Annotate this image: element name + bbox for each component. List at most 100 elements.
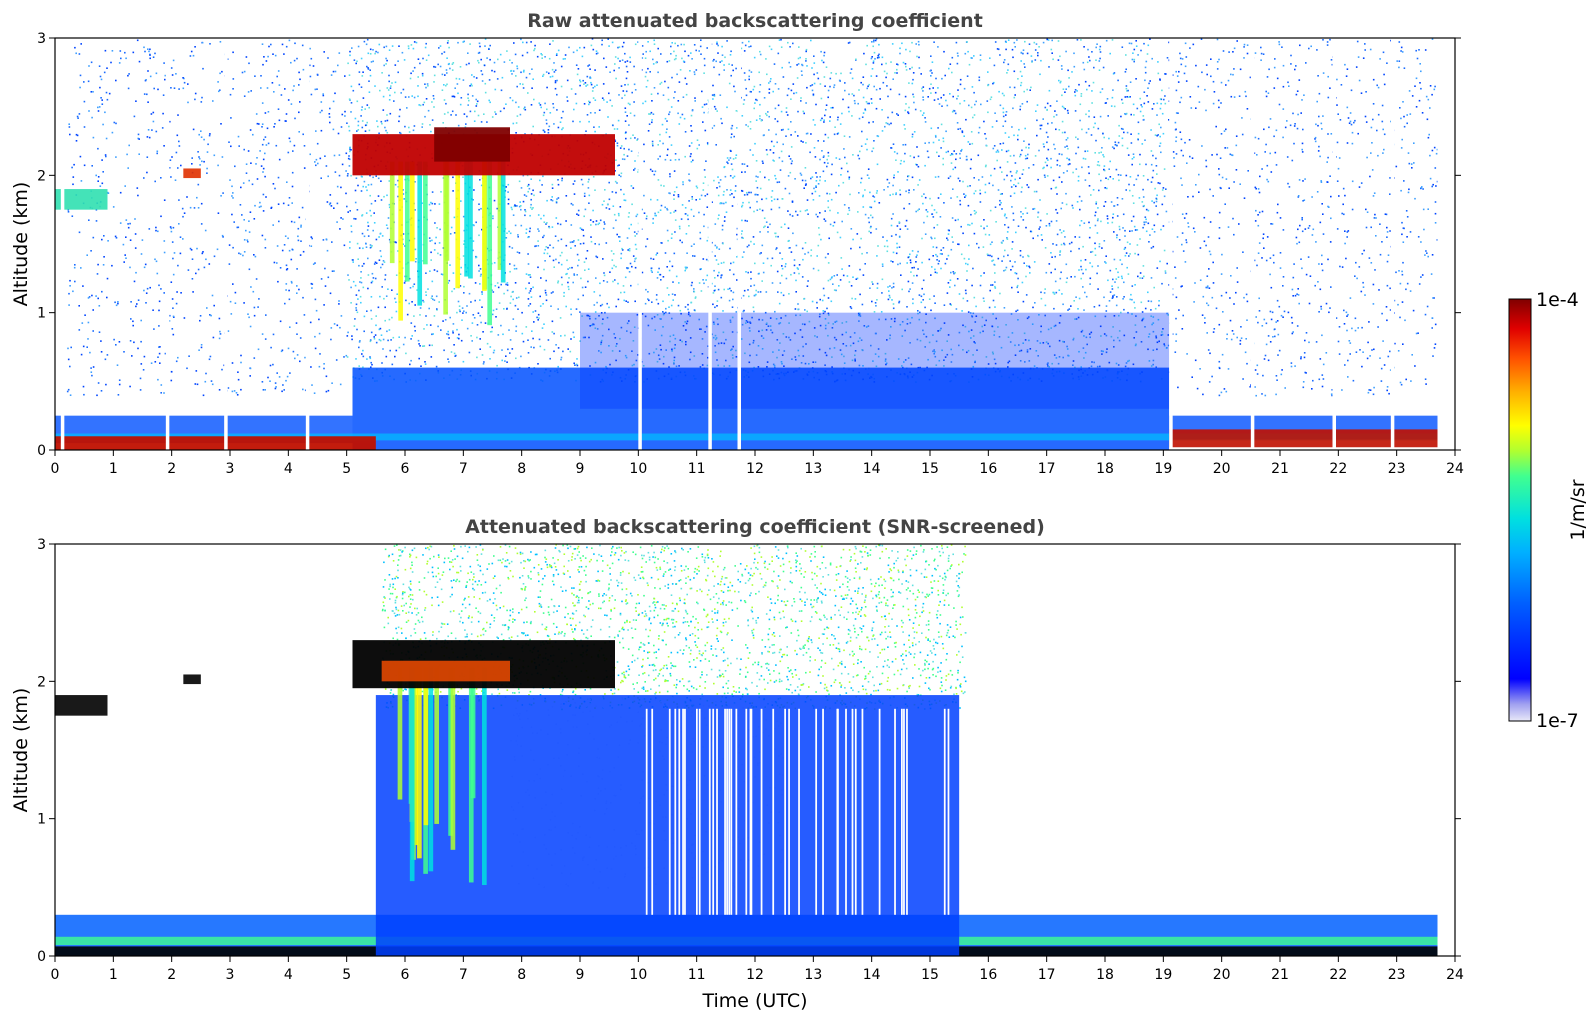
noise-speckle-dot: [358, 346, 360, 349]
noise-speckle-dot: [712, 303, 714, 306]
noise-speckle-dot: [823, 140, 825, 142]
noise-speckle-dot: [424, 46, 427, 49]
noise-speckle-dot: [1077, 175, 1080, 178]
noise-speckle-dot: [872, 62, 875, 64]
noise-speckle-dot: [861, 303, 864, 306]
noise-speckle-dot: [527, 352, 530, 354]
noise-speckle-dot: [398, 336, 400, 338]
noise-speckle-dot: [297, 239, 300, 242]
noise-speckle-dot: [69, 285, 71, 287]
noise-speckle-dot: [1100, 350, 1103, 352]
noise-speckle-dot: [335, 359, 338, 361]
noise-speckle-dot: [911, 267, 913, 269]
noise-speckle-dot: [385, 129, 387, 132]
noise-speckle-dot: [781, 265, 783, 267]
noise-speckle-dot: [156, 272, 159, 275]
noise-speckle-dot: [1089, 277, 1092, 280]
noise-speckle-dot: [859, 246, 861, 249]
noise-speckle-dot: [68, 292, 70, 295]
noise-speckle-dot: [636, 139, 638, 141]
noise-speckle-dot: [1145, 60, 1148, 63]
noise-speckle-dot: [755, 293, 757, 296]
noise-speckle-dot: [898, 300, 901, 303]
noise-speckle-dot: [858, 312, 861, 315]
noise-speckle-dot: [216, 248, 219, 251]
noise-speckle-dot: [323, 367, 325, 370]
noise-speckle-dot: [1166, 57, 1169, 59]
noise-speckle-dot: [549, 76, 552, 78]
noise-speckle-dot: [595, 277, 597, 279]
noise-speckle-dot: [889, 337, 891, 340]
noise-speckle-dot: [1104, 201, 1107, 203]
noise-speckle-dot: [113, 338, 115, 341]
noise-speckle-dot: [489, 101, 491, 104]
noise-speckle-dot: [302, 250, 305, 253]
noise-speckle-dot: [236, 394, 239, 396]
noise-speckle-dot: [679, 309, 682, 312]
noise-speckle-dot: [339, 228, 341, 230]
noise-speckle-dot: [627, 301, 629, 303]
noise-speckle-dot: [839, 236, 842, 239]
noise-speckle-dot: [522, 200, 525, 203]
noise-speckle-dot: [690, 208, 693, 211]
noise-speckle-dot: [1063, 341, 1065, 343]
noise-speckle-dot: [832, 323, 834, 325]
noise-speckle-dot: [237, 378, 240, 381]
noise-speckle-dot: [866, 252, 868, 254]
noise-speckle-dot: [158, 325, 160, 327]
noise-speckle-dot: [673, 191, 676, 193]
noise-speckle-dot: [117, 301, 119, 303]
noise-speckle-dot: [930, 127, 933, 130]
noise-speckle-dot: [330, 327, 333, 329]
noise-speckle-dot: [477, 52, 480, 54]
noise-speckle-dot: [1120, 127, 1123, 130]
noise-speckle-dot: [1155, 336, 1158, 339]
noise-speckle-dot: [155, 260, 158, 263]
noise-speckle-dot: [979, 59, 982, 61]
noise-speckle-dot: [667, 148, 669, 151]
noise-speckle-dot: [996, 159, 998, 162]
noise-speckle-dot: [476, 100, 479, 103]
noise-speckle-dot: [1103, 165, 1106, 167]
noise-speckle-dot: [1018, 344, 1020, 346]
noise-speckle-dot: [876, 135, 879, 137]
noise-speckle-dot: [992, 299, 995, 302]
noise-speckle-dot: [133, 115, 136, 118]
noise-speckle-dot: [287, 204, 290, 206]
noise-speckle-dot: [700, 268, 702, 270]
noise-speckle-dot: [865, 326, 868, 328]
noise-speckle-dot: [1065, 203, 1068, 206]
noise-speckle-dot: [1116, 215, 1119, 217]
noise-speckle-dot: [507, 191, 509, 193]
noise-speckle-dot: [700, 53, 702, 55]
noise-speckle-dot: [203, 266, 206, 269]
noise-speckle-dot: [631, 203, 633, 206]
noise-speckle-dot: [1087, 48, 1089, 51]
noise-speckle-dot: [1043, 174, 1046, 177]
noise-speckle-dot: [692, 159, 694, 162]
noise-speckle-dot: [524, 106, 526, 109]
noise-speckle-dot: [654, 214, 656, 217]
noise-speckle-dot: [547, 131, 550, 134]
noise-speckle-dot: [177, 114, 179, 116]
noise-speckle-dot: [106, 98, 109, 101]
noise-speckle-dot: [840, 353, 843, 356]
noise-speckle-dot: [370, 318, 373, 320]
noise-speckle-dot: [104, 49, 107, 52]
noise-speckle-dot: [197, 151, 199, 153]
noise-speckle-dot: [1096, 219, 1099, 222]
noise-speckle-dot: [788, 336, 790, 339]
noise-speckle-dot: [75, 52, 77, 55]
noise-speckle-dot: [885, 76, 887, 79]
noise-speckle-dot: [229, 300, 232, 303]
noise-speckle-dot: [365, 186, 367, 188]
noise-speckle-dot: [669, 260, 671, 263]
noise-speckle-dot: [477, 59, 479, 62]
noise-speckle-dot: [885, 363, 887, 366]
noise-speckle-dot: [798, 272, 800, 275]
noise-speckle-dot: [627, 216, 630, 218]
noise-speckle-dot: [1105, 255, 1107, 257]
noise-speckle-dot: [588, 120, 590, 123]
noise-speckle-dot: [1013, 86, 1016, 89]
noise-speckle-dot: [766, 114, 768, 117]
